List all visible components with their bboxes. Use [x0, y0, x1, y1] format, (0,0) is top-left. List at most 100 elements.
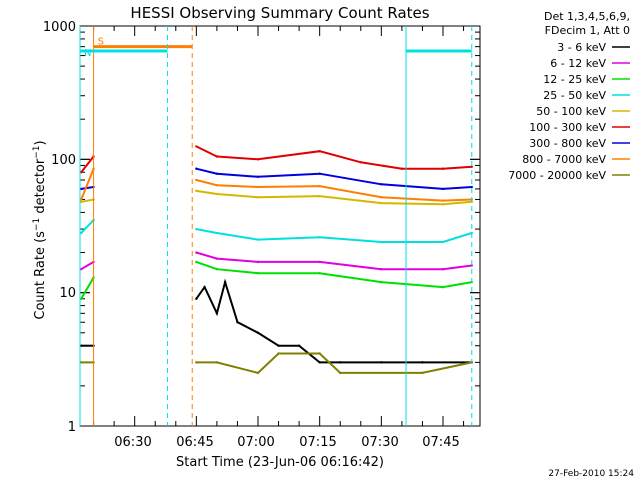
- x-tick-label-0730: 07:30: [361, 435, 398, 450]
- data-point: [470, 165, 473, 168]
- data-point: [80, 200, 83, 204]
- legend-label: 12 - 25 keV: [543, 73, 606, 86]
- legend-label: 7000 - 20000 keV: [508, 169, 606, 182]
- y-axis-label-exp1: −1: [32, 218, 42, 231]
- series-layer: [80, 145, 473, 375]
- series-1: [80, 278, 473, 364]
- flag-label: N: [84, 48, 91, 59]
- data-point: [195, 167, 198, 170]
- data-point: [80, 297, 83, 300]
- series-line: [80, 155, 95, 173]
- data-point: [441, 267, 445, 271]
- x-tick-label-0700: 07:00: [237, 435, 274, 450]
- timestamp: 27-Feb-2010 15:24: [548, 469, 634, 479]
- y-axis-label: Count Rate (s−1 detector−1): [32, 140, 48, 319]
- data-point: [421, 361, 424, 364]
- data-point: [195, 251, 198, 254]
- series-line: [196, 352, 473, 375]
- data-point: [380, 201, 383, 205]
- data-point: [195, 361, 198, 364]
- data-point: [80, 187, 83, 191]
- data-point: [256, 238, 260, 241]
- data-point: [256, 331, 260, 335]
- data-point: [339, 361, 342, 364]
- data-point: [359, 161, 362, 164]
- data-point: [80, 231, 83, 235]
- data-point: [318, 260, 321, 264]
- legend-label: 25 - 50 keV: [543, 89, 606, 102]
- series-line: [195, 145, 472, 170]
- legend-label: 800 - 7000 keV: [522, 153, 606, 166]
- data-point: [277, 352, 280, 355]
- series-7: [80, 167, 473, 191]
- data-point: [195, 260, 198, 264]
- data-point: [215, 231, 219, 235]
- legend-label: 6 - 12 keV: [550, 57, 606, 70]
- data-point: [195, 189, 198, 193]
- flag-3: [405, 26, 473, 426]
- data-point: [318, 172, 321, 175]
- y-tick-label-1: 1: [68, 420, 76, 435]
- data-point: [400, 167, 404, 170]
- flag-label: S: [98, 37, 104, 48]
- legend-header-line-1: Det 1,3,4,5,6,9,: [544, 10, 630, 23]
- data-point: [318, 236, 321, 239]
- x-tick-label-0645: 06:45: [176, 435, 213, 450]
- series-line: [80, 219, 95, 234]
- data-point: [215, 257, 219, 260]
- data-point: [318, 352, 321, 355]
- data-point: [80, 344, 83, 347]
- data-point: [277, 344, 280, 347]
- series-line: [195, 260, 472, 289]
- data-point: [441, 167, 445, 170]
- x-tick-label-0745: 07:45: [422, 435, 459, 450]
- data-point: [318, 361, 321, 364]
- series-6: [80, 145, 473, 174]
- series-line: [81, 186, 94, 190]
- series-5: [80, 189, 473, 206]
- data-point: [215, 312, 219, 315]
- y-axis-label-exp2: −1: [32, 145, 42, 158]
- data-point: [380, 240, 383, 244]
- y-axis-label-main: Count Rate (s: [33, 231, 48, 320]
- data-point: [339, 371, 342, 375]
- y-axis-label-end: ): [33, 140, 48, 145]
- series-9: [80, 352, 473, 375]
- data-point: [318, 194, 321, 198]
- data-point: [223, 280, 227, 284]
- data-point: [380, 361, 383, 364]
- data-point: [80, 171, 83, 174]
- data-point: [215, 155, 219, 158]
- data-point: [441, 203, 445, 206]
- y-tick-label-100: 100: [51, 153, 76, 168]
- axis-ticks: [80, 25, 480, 427]
- data-point: [215, 183, 219, 187]
- data-point: [380, 280, 383, 284]
- legend-label: 3 - 6 keV: [557, 41, 606, 54]
- y-tick-label-1000: 1000: [43, 20, 76, 35]
- data-point: [380, 195, 383, 199]
- series-line: [81, 198, 94, 203]
- data-point: [441, 285, 445, 289]
- legend: Det 1,3,4,5,6,9, FDecim 1, Att 0 3 - 6 k…: [508, 10, 630, 182]
- series-line: [80, 168, 95, 200]
- data-point: [215, 361, 219, 364]
- flags-layer: SN: [79, 26, 473, 426]
- legend-label: 100 - 300 keV: [529, 121, 606, 134]
- x-tick-label-0630: 06:30: [114, 435, 151, 450]
- series-8: [80, 167, 473, 202]
- series-2: [80, 251, 473, 271]
- data-point: [256, 185, 260, 189]
- data-point: [256, 175, 260, 178]
- legend-label: 300 - 800 keV: [529, 137, 606, 150]
- legend-header-line-2: FDecim 1, Att 0: [545, 24, 630, 37]
- data-point: [236, 321, 239, 324]
- data-point: [80, 361, 83, 364]
- data-point: [203, 285, 206, 289]
- data-point: [470, 264, 473, 267]
- data-point: [470, 185, 473, 189]
- y-tick-label-10: 10: [59, 286, 76, 301]
- chart-title: HESSI Observing Summary Count Rates: [130, 4, 429, 22]
- series-line: [80, 261, 95, 271]
- x-tick-label-0715: 07:15: [299, 435, 336, 450]
